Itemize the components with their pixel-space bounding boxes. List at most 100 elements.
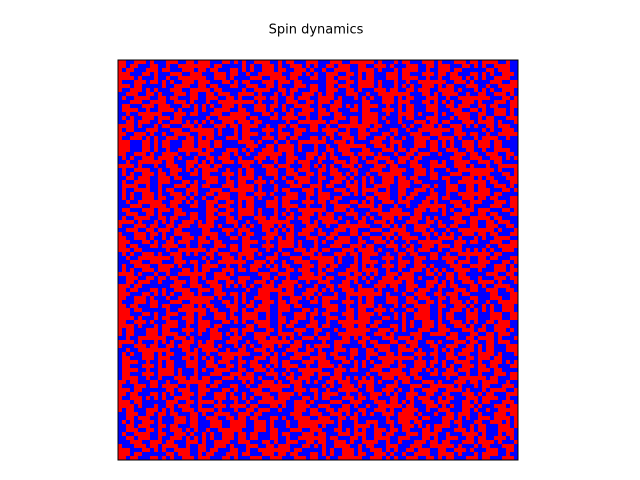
spin-cell (178, 132, 183, 137)
spin-cell (462, 216, 467, 221)
spin-cell (266, 200, 271, 205)
spin-cell (138, 232, 143, 237)
spin-cell (158, 60, 163, 65)
spin-cell (270, 116, 275, 121)
spin-cell (342, 180, 347, 185)
spin-cell (310, 116, 315, 121)
spin-cell (490, 224, 495, 229)
spin-cell (366, 252, 371, 257)
spin-cell (290, 204, 295, 209)
spin-cell (346, 152, 351, 157)
spin-cell (118, 124, 123, 129)
spin-cell (514, 212, 519, 217)
spin-cell (326, 156, 331, 161)
spin-cell (422, 196, 427, 201)
spin-cell (238, 80, 243, 85)
spin-cell (394, 224, 399, 229)
spin-cell (510, 128, 515, 133)
spin-cell (450, 160, 455, 165)
spin-cell (482, 60, 487, 65)
spin-cell (430, 168, 435, 173)
spin-cell (346, 248, 351, 253)
spin-cell (186, 144, 191, 149)
spin-cell (162, 116, 167, 121)
spin-cell (162, 256, 167, 261)
spin-cell (370, 92, 375, 97)
spin-cell (186, 92, 191, 97)
spin-cell (402, 60, 407, 65)
spin-cell (278, 144, 283, 149)
spin-cell (286, 216, 291, 221)
spin-cell (498, 116, 503, 121)
spin-cell (306, 148, 311, 153)
spin-cell (410, 252, 415, 257)
spin-cell (490, 180, 495, 185)
spin-cell (162, 156, 167, 161)
spin-cell (226, 120, 231, 125)
spin-cell (454, 244, 459, 249)
spin-cell (234, 108, 239, 113)
spin-cell (314, 188, 319, 193)
spin-cell (190, 112, 195, 117)
spin-cell (382, 92, 387, 97)
spin-cell (434, 172, 439, 177)
spin-cell (278, 212, 283, 217)
spin-cell (406, 256, 411, 261)
spin-cell (306, 88, 311, 93)
spin-cell (254, 220, 259, 225)
spin-cell (422, 224, 427, 229)
spin-cell (506, 244, 511, 249)
spin-cell (338, 208, 343, 213)
spin-cell (498, 196, 503, 201)
spin-cell (334, 148, 339, 153)
spin-cell (346, 208, 351, 213)
spin-cell (134, 60, 139, 65)
spin-cell (242, 172, 247, 177)
spin-cell (474, 68, 479, 73)
spin-cell (450, 68, 455, 73)
spin-cell (294, 152, 299, 157)
spin-cell (290, 68, 295, 73)
spin-cell (250, 60, 255, 65)
spin-cell (510, 112, 515, 117)
spin-cell (214, 204, 219, 209)
spin-cell (306, 72, 311, 77)
spin-cell (386, 68, 391, 73)
spin-cell (346, 136, 351, 141)
spin-cell (274, 256, 279, 261)
spin-cell (434, 252, 439, 257)
spin-cell (162, 168, 167, 173)
spin-cell (382, 88, 387, 93)
spin-cell (398, 188, 403, 193)
spin-cell (330, 208, 335, 213)
spin-cell (218, 140, 223, 145)
spin-cell (162, 124, 167, 129)
spin-cell (246, 108, 251, 113)
spin-cell (222, 100, 227, 105)
spin-cell (382, 216, 387, 221)
spin-cell (174, 244, 179, 249)
spin-cell (334, 76, 339, 81)
spin-cell (486, 168, 491, 173)
spin-cell (270, 204, 275, 209)
spin-cell (186, 200, 191, 205)
spin-cell (378, 156, 383, 161)
spin-cell (454, 180, 459, 185)
spin-cell (378, 104, 383, 109)
spin-cell (282, 84, 287, 89)
spin-cell (202, 224, 207, 229)
spin-cell (238, 60, 243, 65)
spin-cell (134, 140, 139, 145)
spin-cell (302, 112, 307, 117)
spin-cell (438, 192, 443, 197)
spin-cell (294, 76, 299, 81)
spin-cell (314, 76, 319, 81)
spin-cell (306, 92, 311, 97)
spin-cell (330, 120, 335, 125)
spin-cell (282, 208, 287, 213)
spin-cell (410, 236, 415, 241)
spin-cell (242, 240, 247, 245)
spin-cell (474, 232, 479, 237)
spin-cell (250, 64, 255, 69)
spin-cell (294, 108, 299, 113)
